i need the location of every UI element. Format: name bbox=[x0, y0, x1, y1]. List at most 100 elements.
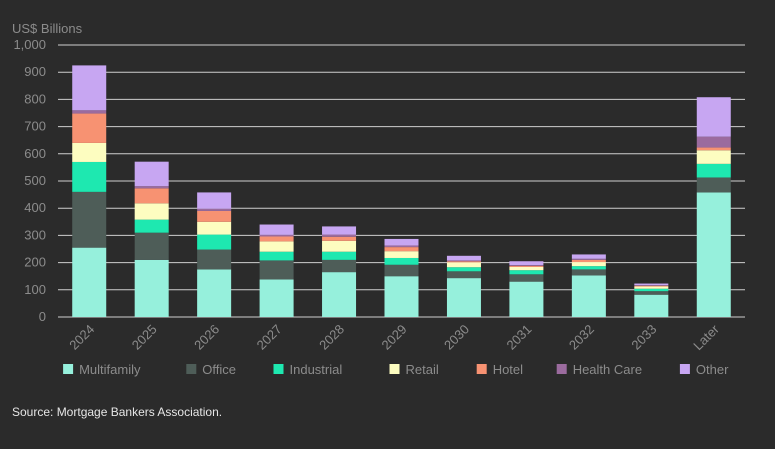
x-tick-label: 2033 bbox=[628, 322, 659, 353]
x-tick-label: 2028 bbox=[316, 322, 347, 353]
x-tick-label: 2032 bbox=[566, 322, 597, 353]
bar-segment-retail-later bbox=[696, 150, 731, 164]
y-tick-label: 100 bbox=[24, 282, 46, 297]
bar-segment-industrial-2032 bbox=[571, 266, 606, 270]
bar-segment-industrial-later bbox=[696, 163, 731, 178]
bar-segment-multifamily-2026 bbox=[197, 269, 232, 317]
y-tick-label: 700 bbox=[24, 119, 46, 134]
bar-segment-hotel-later bbox=[696, 147, 731, 151]
bar-segment-hotel-2030 bbox=[446, 261, 481, 263]
bar-segment-office-2027 bbox=[259, 260, 294, 280]
bar-segment-health-care-2028 bbox=[322, 234, 357, 237]
y-axis-title: US$ Billions bbox=[12, 21, 83, 36]
bar-segment-retail-2025 bbox=[134, 203, 169, 220]
x-tick-label: Later bbox=[690, 321, 722, 353]
grid-layer: 0 100 200 300 400 500 600 700 800 900 1,000 bbox=[13, 37, 745, 324]
legend-swatch-industrial bbox=[273, 364, 284, 374]
bar-segment-health-care-2029 bbox=[384, 245, 419, 248]
bar-segment-retail-2024 bbox=[72, 142, 107, 162]
legend-label-other: Other bbox=[696, 362, 729, 377]
bar-segment-office-later bbox=[696, 177, 731, 193]
bar-segment-hotel-2031 bbox=[509, 265, 544, 267]
bar-segment-multifamily-2030 bbox=[446, 278, 481, 317]
bar-segment-industrial-2025 bbox=[134, 219, 169, 233]
bar-segment-hotel-2026 bbox=[197, 210, 232, 222]
bar-segment-office-2025 bbox=[134, 232, 169, 260]
bar-segment-multifamily-later bbox=[696, 192, 731, 317]
bar-segment-other-2026 bbox=[197, 192, 232, 209]
bar-segment-retail-2029 bbox=[384, 251, 419, 258]
bar-segment-multifamily-2027 bbox=[259, 279, 294, 317]
legend-swatch-office bbox=[186, 364, 197, 374]
y-tick-label: 0 bbox=[39, 309, 46, 324]
bar-segment-retail-2030 bbox=[446, 262, 481, 268]
source-note: Source: Mortgage Bankers Association. bbox=[12, 405, 223, 419]
bar-segment-office-2026 bbox=[197, 249, 232, 270]
bar-segment-health-care-2027 bbox=[259, 234, 294, 237]
bar-segment-health-care-2025 bbox=[134, 186, 169, 189]
bar-segment-industrial-2030 bbox=[446, 267, 481, 272]
bar-segment-multifamily-2032 bbox=[571, 275, 606, 317]
bar-segment-health-care-2026 bbox=[197, 208, 232, 211]
bar-segment-hotel-2029 bbox=[384, 247, 419, 252]
x-tick-label: 2027 bbox=[254, 322, 285, 353]
y-tick-label: 800 bbox=[24, 91, 46, 106]
x-tick-label: 2024 bbox=[66, 322, 97, 353]
bar-layer bbox=[72, 65, 731, 317]
bar-segment-other-later bbox=[696, 97, 731, 137]
legend-swatch-other bbox=[679, 364, 690, 374]
legend: Multifamily Office Industrial Retail Hotel He… bbox=[63, 362, 729, 377]
bar-segment-other-2031 bbox=[509, 261, 544, 266]
y-tick-label: 900 bbox=[24, 64, 46, 79]
y-tick-label: 200 bbox=[24, 255, 46, 270]
bar-segment-health-care-2032 bbox=[571, 258, 606, 260]
legend-label-health-care: Health Care bbox=[573, 362, 642, 377]
bar-segment-office-2030 bbox=[446, 271, 481, 279]
legend-label-hotel: Hotel bbox=[493, 362, 523, 377]
bar-segment-retail-2027 bbox=[259, 241, 294, 252]
bar-segment-multifamily-2031 bbox=[509, 281, 544, 317]
bar-segment-retail-2033 bbox=[634, 286, 669, 289]
x-tick-label: 2031 bbox=[503, 322, 534, 353]
bar-segment-industrial-2033 bbox=[634, 288, 669, 292]
bar-segment-industrial-2027 bbox=[259, 251, 294, 261]
bar-segment-hotel-2027 bbox=[259, 236, 294, 242]
bar-segment-health-care-2024 bbox=[72, 110, 107, 114]
bar-segment-other-2028 bbox=[322, 226, 357, 235]
y-tick-label: 500 bbox=[24, 173, 46, 188]
x-tick-label: 2029 bbox=[379, 322, 410, 353]
bar-segment-hotel-2033 bbox=[634, 285, 669, 287]
bar-segment-other-2025 bbox=[134, 161, 169, 187]
bar-segment-office-2033 bbox=[634, 291, 669, 295]
y-tick-label: 1,000 bbox=[13, 37, 46, 52]
bar-segment-health-care-2033 bbox=[634, 285, 669, 286]
bar-segment-industrial-2024 bbox=[72, 161, 107, 192]
legend-swatch-health-care bbox=[556, 364, 567, 374]
bar-segment-office-2028 bbox=[322, 259, 357, 273]
bar-segment-retail-2031 bbox=[509, 266, 544, 271]
bar-segment-industrial-2031 bbox=[509, 270, 544, 275]
legend-label-office: Office bbox=[202, 362, 236, 377]
bar-segment-retail-2032 bbox=[571, 262, 606, 267]
legend-swatch-retail bbox=[389, 364, 400, 374]
x-tick-label: 2025 bbox=[129, 322, 160, 353]
bar-segment-multifamily-2029 bbox=[384, 276, 419, 317]
bar-segment-hotel-2025 bbox=[134, 188, 169, 204]
bar-segment-health-care-2031 bbox=[509, 265, 544, 266]
y-tick-label: 600 bbox=[24, 146, 46, 161]
y-tick-label: 300 bbox=[24, 227, 46, 242]
x-tick-layer: 2024 2025 2026 2027 2028 2029 2030 2031 2032 2033… bbox=[66, 321, 722, 353]
bar-segment-multifamily-2028 bbox=[322, 272, 357, 317]
x-tick-label: 2030 bbox=[441, 322, 472, 353]
bar-segment-other-2027 bbox=[259, 224, 294, 235]
bar-segment-other-2033 bbox=[634, 283, 669, 286]
bar-segment-health-care-later bbox=[696, 136, 731, 148]
y-tick-label: 400 bbox=[24, 200, 46, 215]
bar-segment-multifamily-2024 bbox=[72, 247, 107, 317]
bar-segment-hotel-2024 bbox=[72, 113, 107, 143]
bar-segment-office-2031 bbox=[509, 274, 544, 282]
legend-label-retail: Retail bbox=[406, 362, 439, 377]
bar-segment-industrial-2029 bbox=[384, 257, 419, 265]
bar-segment-other-2030 bbox=[446, 255, 481, 261]
bar-segment-other-2029 bbox=[384, 238, 419, 246]
